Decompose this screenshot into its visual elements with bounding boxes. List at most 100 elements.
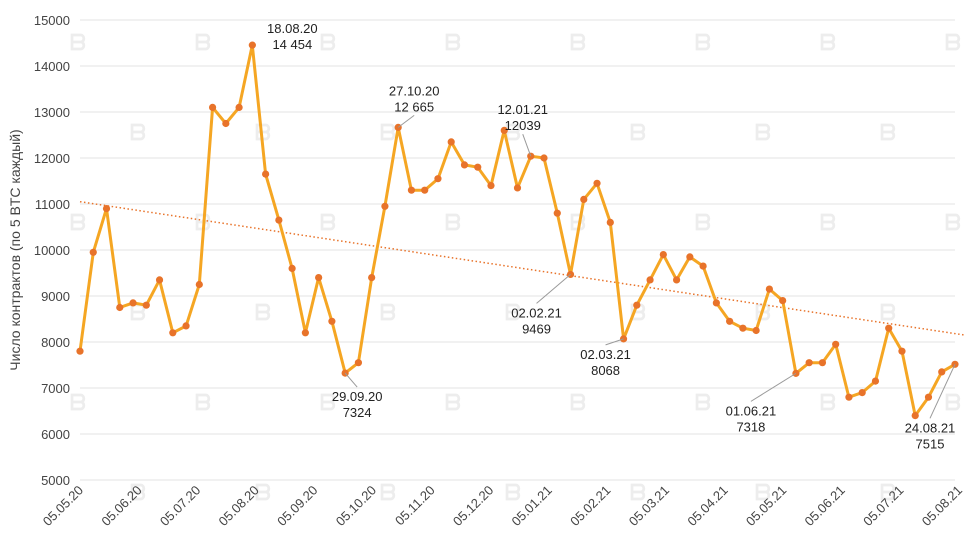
watermark-logo: ᗷ	[695, 30, 711, 55]
watermark-logo: ᗷ	[320, 30, 336, 55]
watermark-logo: ᗷ	[820, 30, 836, 55]
data-point	[858, 389, 866, 397]
gridlines	[80, 19, 955, 481]
annotation-value: 7324	[343, 405, 372, 420]
annotation-leader	[929, 364, 956, 419]
data-point	[182, 322, 190, 330]
x-tick-label: 05.06.21	[802, 483, 848, 529]
x-tick-label: 05.09.20	[274, 483, 320, 529]
trendline-path	[79, 200, 966, 336]
watermark-logo: ᗷ	[255, 120, 271, 145]
watermark-logo: ᗷ	[320, 390, 336, 415]
x-axis-ticks: 05.05.20 05.06.20 05.07.20 05.08.20 05.09.20…	[40, 483, 965, 529]
y-tick-label: 15000	[34, 13, 70, 28]
watermark-logo: ᗷ	[255, 480, 271, 505]
data-point	[248, 41, 256, 49]
data-point	[938, 368, 946, 376]
watermark-logo: ᗷ	[195, 30, 211, 55]
data-point	[288, 264, 296, 272]
annotation-value: 7515	[916, 436, 945, 451]
watermark-logo: ᗷ	[320, 210, 336, 235]
x-tick-label: 05.10.20	[333, 483, 379, 529]
watermark-logo: ᗷ	[820, 210, 836, 235]
data-point	[222, 119, 230, 128]
data-point	[129, 299, 137, 307]
watermark-logo: ᗷ	[570, 30, 586, 55]
data-point	[619, 335, 628, 343]
watermark-logo: ᗷ	[130, 120, 146, 145]
data-point	[818, 359, 827, 367]
data-point	[421, 186, 429, 194]
annotation-value: 7318	[736, 419, 765, 434]
data-point	[898, 347, 906, 355]
x-tick-label: 05.08.20	[216, 483, 262, 529]
y-axis-ticks: 5000 6000 7000 8000 9000 10000 11000 12000 13000…	[34, 13, 70, 488]
data-point	[155, 276, 164, 284]
data-point	[885, 324, 893, 332]
data-point	[381, 202, 389, 210]
data-point	[699, 262, 707, 270]
data-point	[540, 154, 548, 162]
data-point	[672, 276, 681, 284]
annotation-date: 18.08.20	[267, 21, 318, 36]
data-point	[832, 340, 840, 348]
annotation-date: 02.02.21	[511, 305, 562, 320]
data-point	[474, 163, 482, 171]
data-point	[368, 274, 376, 282]
data-point	[739, 324, 747, 332]
y-tick-label: 7000	[41, 381, 70, 396]
data-point	[328, 317, 336, 325]
x-tick-label: 05.08.21	[919, 483, 965, 529]
data-point	[924, 393, 933, 401]
data-point	[606, 218, 614, 226]
data-point	[726, 317, 734, 325]
data-point	[102, 205, 111, 213]
y-tick-label: 13000	[34, 105, 70, 120]
watermark-logo: ᗷ	[630, 480, 646, 505]
data-point	[686, 253, 694, 261]
watermark-logo: ᗷ	[70, 30, 86, 55]
data-point	[792, 369, 800, 377]
data-point	[553, 209, 561, 217]
annotation-leader	[397, 115, 415, 128]
y-tick-label: 8000	[41, 335, 70, 350]
watermark-logo: ᗷ	[820, 390, 836, 415]
y-axis-label: Число контрактов (по 5 BTC каждый)	[7, 129, 23, 370]
watermark-logo: ᗷ	[445, 210, 461, 235]
watermark-logo: ᗷ	[755, 480, 771, 505]
data-point	[500, 126, 508, 134]
x-tick-label: 05.05.20	[40, 483, 86, 529]
trendline	[79, 200, 966, 336]
y-tick-label: 9000	[41, 289, 70, 304]
annotation-leader	[536, 274, 571, 304]
data-point	[195, 280, 203, 289]
annotation-value: 9469	[522, 321, 551, 336]
watermark-logo: ᗷ	[570, 390, 586, 415]
data-point	[845, 393, 853, 401]
x-tick-label: 05.06.20	[98, 483, 144, 529]
y-tick-label: 10000	[34, 243, 70, 258]
annotation-date: 01.06.21	[726, 403, 777, 418]
annotation-value: 14 454	[272, 37, 312, 52]
watermark-logo: ᗷ	[880, 480, 896, 505]
series-markers	[76, 41, 959, 420]
annotation-date: 27.10.20	[389, 83, 440, 98]
data-point	[765, 285, 773, 293]
annotation-leader	[750, 372, 797, 402]
watermark-logo: ᗷ	[695, 390, 711, 415]
data-point	[354, 359, 363, 367]
watermark-logo: ᗷ	[70, 210, 86, 235]
y-tick-label: 11000	[35, 197, 70, 212]
watermark-logo: ᗷ	[380, 480, 396, 505]
data-point	[513, 184, 522, 192]
watermark-logo: ᗷ	[505, 120, 521, 145]
data-point	[633, 301, 641, 309]
watermark-logo: ᗷ	[945, 210, 961, 235]
data-point	[262, 170, 270, 178]
watermark-logo: ᗷ	[880, 120, 896, 145]
data-point	[76, 347, 84, 355]
data-point	[142, 301, 150, 309]
watermark-logo: ᗷ	[445, 30, 461, 55]
